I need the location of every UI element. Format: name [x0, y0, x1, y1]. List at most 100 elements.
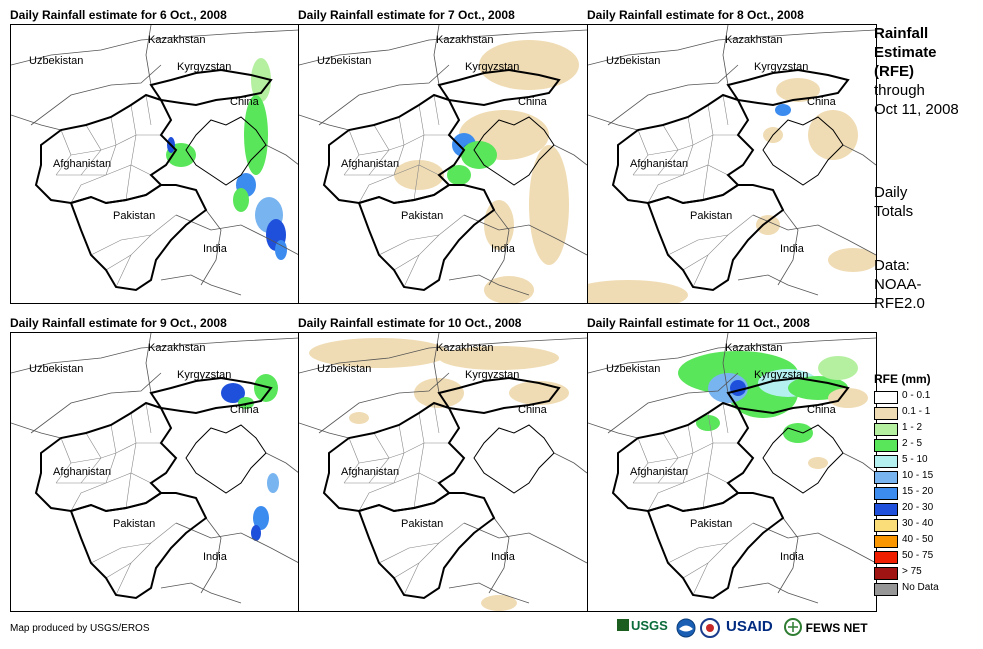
country-outline: [357, 492, 496, 600]
country-border: [463, 214, 587, 256]
province-border: [682, 562, 709, 579]
province-border: [418, 412, 425, 474]
map-label-pakistan: Pakistan: [113, 210, 156, 222]
legend-label: 2 - 5: [902, 438, 923, 449]
map-label-india: India: [491, 243, 515, 255]
province-border: [702, 164, 709, 201]
legend-swatch: [874, 503, 898, 516]
map-label-india: India: [203, 243, 227, 255]
province-border: [403, 522, 465, 596]
map-label-kazakhstan: Kazakhstan: [436, 34, 494, 46]
legend-swatch: [874, 535, 898, 548]
country-border: [588, 114, 639, 131]
rainfall-area: [529, 145, 569, 265]
data-label: Data:: [874, 257, 910, 274]
country-border: [11, 422, 62, 439]
province-border: [682, 254, 709, 271]
country-outline: [185, 424, 267, 494]
panel-title: Daily Rainfall estimate for 10 Oct., 200…: [298, 316, 522, 330]
rainfall-area: [808, 110, 858, 160]
country-border: [588, 29, 876, 66]
rainfall-area: [439, 346, 559, 370]
country-border: [588, 422, 639, 439]
country-border: [30, 372, 162, 434]
province-border: [667, 234, 729, 256]
legend-main-title: Rainfall Estimate (RFE): [874, 24, 937, 81]
country-outline: [149, 68, 273, 107]
country-border: [299, 337, 587, 374]
rainfall-area: [756, 215, 780, 235]
rainfall-area: [254, 374, 278, 402]
legend-swatch: [874, 439, 898, 452]
legend-label: > 75: [902, 566, 922, 577]
legend-label: 50 - 75: [902, 550, 934, 561]
rainfall-area: [776, 78, 820, 102]
legend-label: 0.1 - 1: [902, 406, 931, 417]
rainfall-area: [730, 380, 746, 396]
country-border: [607, 372, 739, 434]
country-border: [11, 29, 299, 66]
rainfall-area: [244, 95, 268, 175]
country-border: [299, 422, 350, 439]
legend-label: 30 - 40: [902, 518, 934, 529]
country-outline: [322, 401, 466, 513]
legend-label: 1 - 2: [902, 422, 923, 433]
map-label-pakistan: Pakistan: [690, 518, 733, 530]
map-label-kyrgyzstan: Kyrgyzstan: [465, 61, 520, 73]
rainfall-map: Kazakhstan Uzbekistan Kyrgyzstan China Afgha…: [10, 24, 300, 304]
province-border: [358, 442, 449, 464]
country-border: [318, 372, 450, 434]
legend-swatch: [874, 423, 898, 436]
legend-label: No Data: [902, 582, 939, 593]
rainfall-area: [828, 248, 876, 272]
province-border: [418, 104, 425, 166]
panel-title: Daily Rainfall estimate for 7 Oct., 2008: [298, 8, 515, 22]
country-border: [488, 209, 510, 286]
province-border: [393, 254, 420, 271]
province-border: [358, 174, 395, 204]
rainfall-map: Kazakhstan Uzbekistan Kyrgyzstan China Afgha…: [10, 332, 300, 612]
rainfall-area: [479, 40, 579, 90]
data-source-2: RFE2.0: [874, 295, 925, 312]
rainfall-area: [588, 280, 688, 303]
country-border: [607, 64, 739, 126]
map-label-china: China: [230, 404, 259, 416]
country-border: [737, 582, 819, 604]
country-border: [145, 333, 152, 394]
country-border: [553, 452, 587, 474]
map-label-pakistan: Pakistan: [401, 518, 444, 530]
country-outline: [646, 184, 785, 292]
country-border: [160, 274, 242, 296]
province-border: [105, 254, 132, 271]
title-line: (RFE): [874, 63, 914, 80]
country-border: [463, 522, 587, 564]
country-border: [145, 25, 152, 86]
province-border: [115, 214, 177, 288]
legend-swatch: [874, 471, 898, 484]
daily-label: Daily: [874, 184, 908, 201]
through-date: Oct 11, 2008: [874, 101, 959, 118]
province-border: [358, 482, 395, 512]
province-border: [433, 402, 440, 434]
rainfall-area: [309, 338, 449, 368]
country-outline: [322, 93, 466, 205]
map-label-afghanistan: Afghanistan: [53, 158, 112, 170]
country-border: [722, 25, 729, 86]
usgs-logo: USGS: [617, 618, 668, 633]
province-border: [707, 104, 714, 166]
country-border: [777, 209, 799, 286]
country-border: [777, 517, 799, 594]
country-border: [11, 337, 299, 374]
country-outline: [357, 184, 496, 292]
province-border: [667, 542, 729, 564]
province-border: [647, 482, 684, 512]
rainfall-area: [509, 381, 569, 405]
map-label-kazakhstan: Kazakhstan: [436, 342, 494, 354]
map-label-china: China: [518, 404, 547, 416]
panel-title: Daily Rainfall estimate for 6 Oct., 2008: [10, 8, 227, 22]
country-border: [752, 522, 876, 564]
legend-swatch: [874, 583, 898, 596]
legend-label: 20 - 30: [902, 502, 934, 513]
rainfall-area: [275, 240, 287, 260]
map-label-kyrgyzstan: Kyrgyzstan: [465, 369, 520, 381]
